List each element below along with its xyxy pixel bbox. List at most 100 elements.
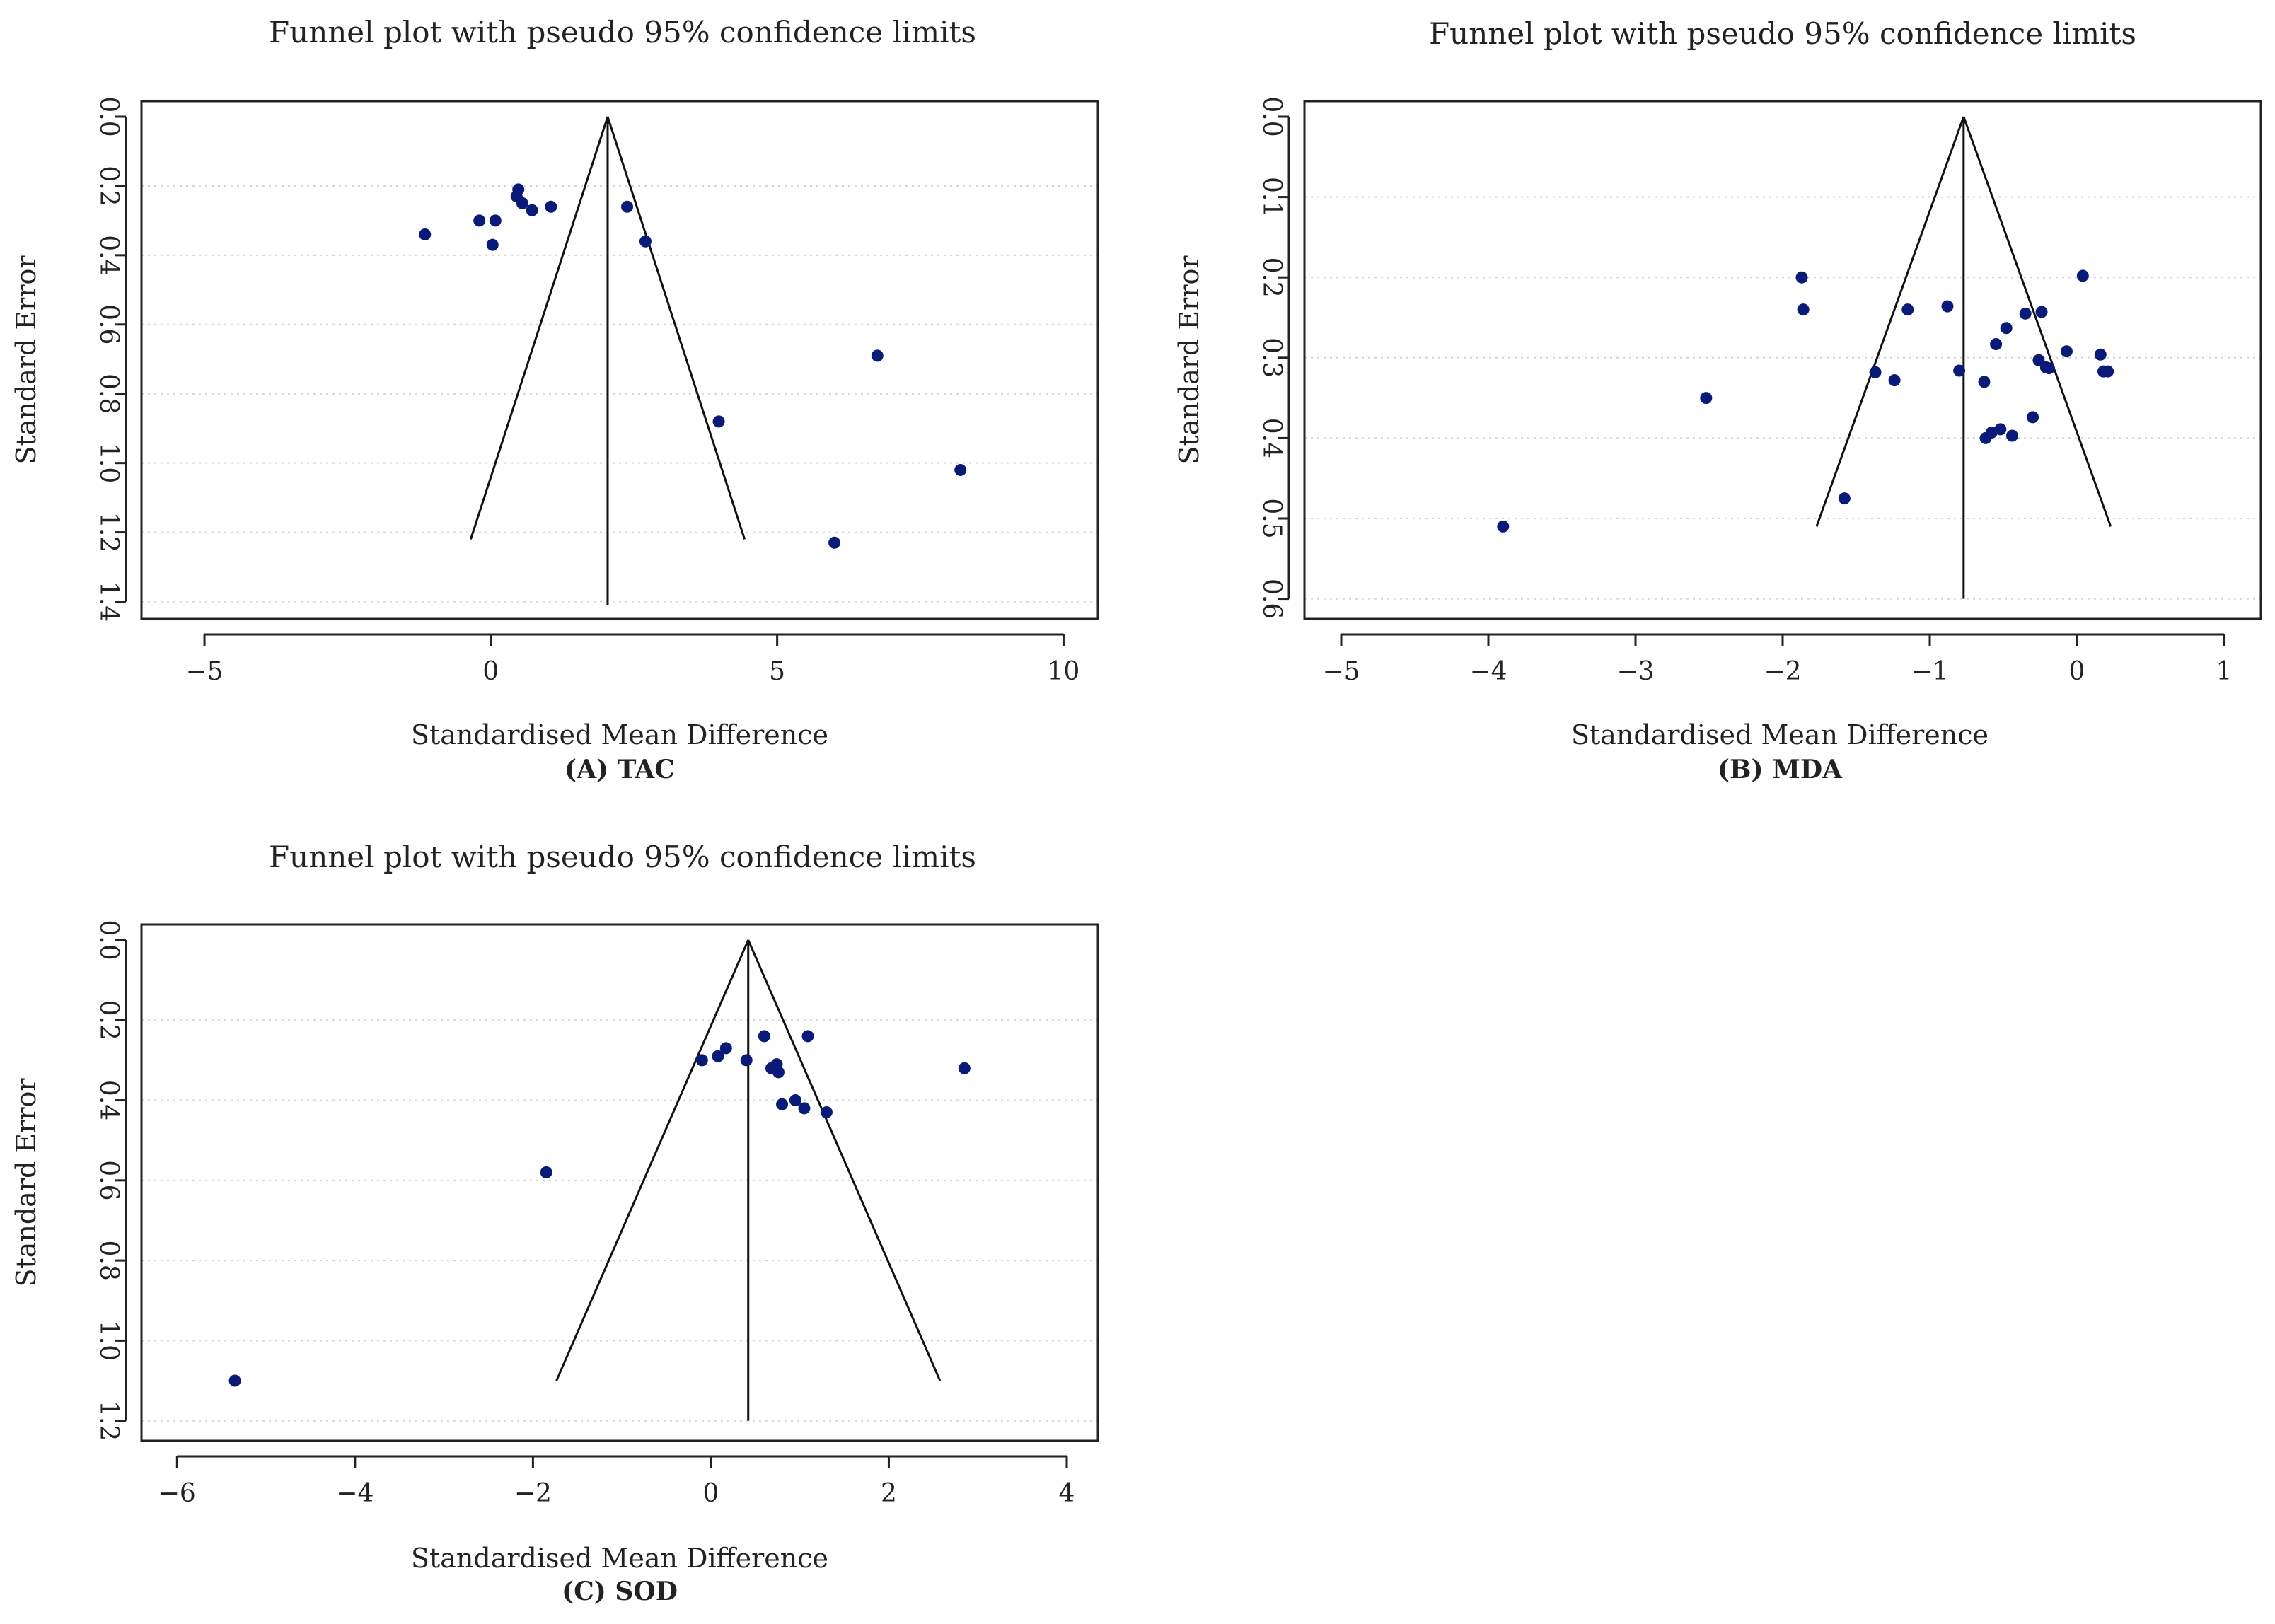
y-tick-label: 1.2 bbox=[94, 512, 123, 552]
x-tick-label: 4 bbox=[1059, 1479, 1075, 1508]
y-tick-label: 0.6 bbox=[1257, 579, 1286, 619]
data-point bbox=[2035, 306, 2048, 318]
x-tick-label: 5 bbox=[769, 657, 785, 686]
data-point bbox=[2076, 269, 2089, 282]
data-point bbox=[526, 204, 538, 216]
data-point bbox=[1888, 374, 1901, 387]
data-point bbox=[2042, 362, 2055, 375]
panel-a: Funnel plot with pseudo 95% confidence l… bbox=[11, 15, 1099, 784]
data-point bbox=[801, 1030, 814, 1043]
data-point bbox=[540, 1166, 552, 1179]
x-tick-label: −5 bbox=[186, 657, 224, 686]
data-point bbox=[486, 238, 499, 251]
funnel-lower-limit bbox=[1815, 116, 1965, 527]
y-tick-label: 0.6 bbox=[94, 1160, 123, 1200]
data-point bbox=[740, 1054, 753, 1067]
data-point bbox=[1869, 366, 1882, 378]
data-point bbox=[2032, 354, 2045, 366]
panel-caption: (A) TAC bbox=[565, 755, 675, 784]
y-tick-label: 0.4 bbox=[94, 235, 123, 275]
data-point bbox=[1497, 520, 1510, 533]
data-point bbox=[621, 200, 634, 213]
x-tick-label: −3 bbox=[1616, 657, 1654, 686]
y-axis-label: Standard Error bbox=[1174, 255, 1205, 465]
data-point bbox=[228, 1374, 241, 1387]
y-tick-label: 0.4 bbox=[94, 1080, 123, 1120]
data-point bbox=[639, 235, 652, 248]
data-point bbox=[798, 1102, 811, 1115]
data-point bbox=[2102, 365, 2114, 378]
y-tick-label: 0.2 bbox=[1257, 257, 1286, 298]
panel-b: Funnel plot with pseudo 95% confidence l… bbox=[1174, 16, 2262, 784]
data-point bbox=[1994, 423, 2007, 436]
y-tick-label: 0.0 bbox=[94, 920, 123, 960]
funnel-lower-limit bbox=[469, 116, 609, 540]
data-point bbox=[772, 1066, 785, 1079]
funnel-upper-limit bbox=[747, 939, 942, 1381]
x-tick-label: −2 bbox=[514, 1479, 552, 1508]
y-tick-label: 0.6 bbox=[94, 304, 123, 344]
data-point bbox=[1941, 300, 1954, 313]
data-point bbox=[712, 415, 725, 428]
data-point bbox=[545, 200, 557, 213]
y-axis-label: Standard Error bbox=[11, 255, 42, 465]
y-tick-label: 1.2 bbox=[94, 1400, 123, 1441]
x-tick-label: −4 bbox=[336, 1479, 374, 1508]
x-tick-label: 0 bbox=[2069, 657, 2085, 686]
data-point bbox=[820, 1106, 833, 1119]
x-tick-label: −5 bbox=[1322, 657, 1360, 686]
data-point bbox=[958, 1062, 971, 1074]
data-point bbox=[473, 214, 486, 227]
plot-frame bbox=[140, 923, 1099, 1442]
y-tick-label: 0.3 bbox=[1257, 337, 1286, 378]
x-axis-label: Standardised Mean Difference bbox=[411, 1543, 828, 1574]
funnel-lower-limit bbox=[555, 939, 750, 1381]
data-point bbox=[1797, 303, 1810, 316]
data-point bbox=[776, 1098, 789, 1110]
x-axis-label: Standardised Mean Difference bbox=[1571, 719, 1989, 750]
chart-title: Funnel plot with pseudo 95% confidence l… bbox=[1429, 16, 2136, 51]
data-point bbox=[2005, 429, 2018, 442]
data-point bbox=[2019, 307, 2032, 320]
data-point bbox=[1953, 364, 1966, 377]
y-axis-label: Standard Error bbox=[11, 1078, 42, 1287]
x-tick-label: −2 bbox=[1764, 657, 1801, 686]
y-tick-label: 1.0 bbox=[94, 1321, 123, 1361]
funnel-upper-limit bbox=[606, 116, 746, 540]
data-point bbox=[2000, 322, 2013, 335]
plot-frame bbox=[1303, 100, 2262, 620]
y-tick-label: 0.0 bbox=[94, 96, 123, 137]
data-point bbox=[1990, 337, 2003, 350]
data-point bbox=[1838, 492, 1851, 505]
data-point bbox=[419, 228, 432, 240]
data-point bbox=[2027, 411, 2039, 424]
data-point bbox=[516, 197, 528, 209]
data-point bbox=[1700, 392, 1713, 405]
data-point bbox=[758, 1030, 770, 1043]
x-tick-label: 2 bbox=[881, 1479, 897, 1508]
x-tick-label: 0 bbox=[702, 1479, 719, 1508]
data-point bbox=[2060, 345, 2073, 358]
x-tick-label: −4 bbox=[1469, 657, 1507, 686]
panel-caption: (C) SOD bbox=[562, 1577, 678, 1606]
y-tick-label: 0.5 bbox=[1257, 498, 1286, 538]
y-tick-label: 0.8 bbox=[94, 1240, 123, 1280]
x-tick-label: 10 bbox=[1048, 657, 1080, 686]
data-point bbox=[789, 1094, 801, 1107]
x-tick-label: 1 bbox=[2216, 657, 2233, 686]
data-point bbox=[489, 214, 502, 227]
y-tick-label: 1.4 bbox=[94, 581, 123, 622]
y-tick-label: 0.8 bbox=[94, 373, 123, 414]
x-axis-label: Standardised Mean Difference bbox=[411, 719, 828, 750]
chart-title: Funnel plot with pseudo 95% confidence l… bbox=[269, 840, 976, 874]
panel-c: Funnel plot with pseudo 95% confidence l… bbox=[11, 840, 1099, 1606]
funnel-upper-limit bbox=[1962, 116, 2112, 527]
panel-caption: (B) MDA bbox=[1718, 755, 1843, 784]
data-point bbox=[1978, 376, 1991, 388]
y-tick-label: 0.2 bbox=[94, 1000, 123, 1040]
y-tick-label: 0.4 bbox=[1257, 418, 1286, 458]
plot-frame bbox=[140, 100, 1099, 620]
y-tick-label: 0.2 bbox=[94, 166, 123, 206]
data-point bbox=[1795, 271, 1808, 284]
